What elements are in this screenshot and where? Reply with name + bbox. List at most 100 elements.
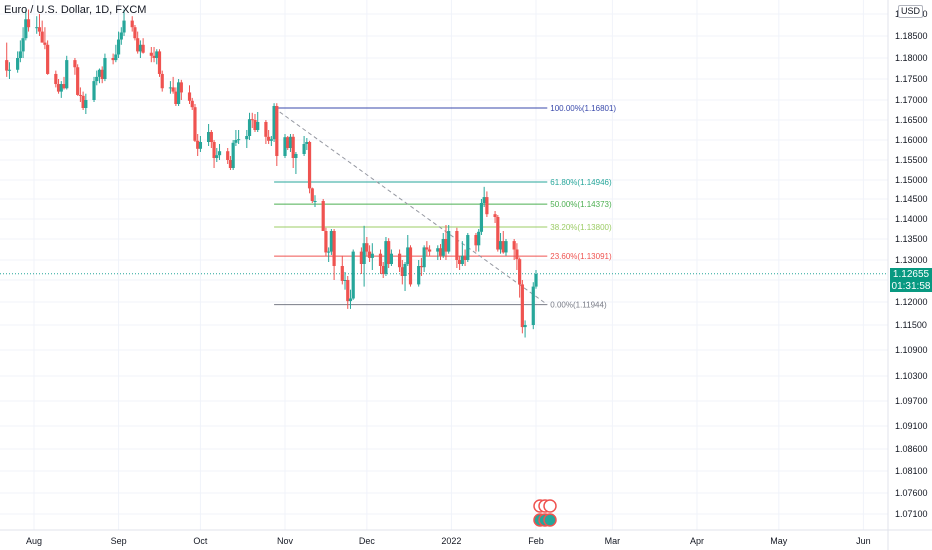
last-price-tag: 1.12655 01:31:58: [890, 268, 932, 292]
candle-body: [136, 38, 140, 52]
candle-body: [477, 231, 481, 246]
candle-body: [408, 247, 413, 285]
candle-body: [291, 136, 295, 158]
price-tick-label: 1.17500: [895, 74, 928, 84]
candle-body: [138, 44, 143, 52]
candle-body: [62, 84, 66, 89]
candle-body: [111, 58, 115, 61]
candle-body: [324, 231, 328, 253]
candle-body: [351, 251, 355, 299]
candle-body: [482, 197, 486, 203]
candle-body: [302, 144, 306, 154]
candle-body: [35, 27, 39, 29]
candle-body: [444, 239, 448, 252]
candle-body: [436, 248, 440, 252]
candle-body: [378, 253, 383, 266]
candle-body: [275, 106, 279, 156]
candle-body: [518, 259, 522, 285]
candle-body: [226, 151, 230, 160]
candle-body: [122, 20, 126, 33]
time-tick-label: 2022: [441, 536, 461, 546]
candle-body: [37, 27, 42, 32]
candle-body: [272, 106, 276, 140]
event-markers-icon[interactable]: [533, 499, 557, 527]
candle-body: [5, 60, 9, 71]
candle-body: [269, 139, 273, 141]
time-tick-label: Feb: [528, 536, 544, 546]
candle-body: [119, 32, 123, 40]
time-tick-label: Aug: [26, 536, 42, 546]
candle-body: [245, 136, 249, 140]
candle-body: [54, 73, 58, 85]
candle-body: [359, 251, 363, 264]
candle-body: [288, 136, 293, 148]
candle-body: [286, 137, 290, 148]
candle-body: [59, 84, 63, 92]
fibonacci-retracement[interactable]: 100.00%(1.16801) 61.80%(1.14946) 50.00%(1.…: [273, 104, 616, 310]
candle-body: [267, 136, 271, 141]
candle-body: [387, 241, 391, 264]
price-axis[interactable]: 1.190001.185001.180001.175001.170001.165…: [895, 9, 928, 519]
price-tick-label: 1.14500: [895, 194, 928, 204]
candle-body: [485, 197, 489, 215]
candle-body: [294, 154, 298, 158]
symbol-title[interactable]: Euro / U.S. Dollar, 1D, FXCM: [4, 4, 147, 16]
candle-body: [332, 231, 336, 266]
fib-level-label: 0.00%(1.11944): [550, 301, 607, 310]
candle-body: [114, 54, 118, 61]
candle-body: [348, 298, 353, 302]
candle-body: [264, 122, 268, 137]
candle-body: [501, 241, 505, 253]
candle-body: [523, 325, 527, 328]
candle-body: [422, 247, 426, 268]
time-tick-label: May: [770, 536, 788, 546]
candle-body: [187, 92, 192, 101]
candle-body: [247, 119, 252, 136]
candle-body: [463, 255, 467, 260]
candle-body: [103, 58, 107, 79]
candle-body: [515, 249, 519, 260]
price-tick-label: 1.10300: [895, 371, 928, 381]
candle-body: [512, 241, 516, 250]
candle-body: [441, 239, 445, 256]
price-tick-label: 1.11500: [895, 320, 927, 330]
candle-body: [179, 82, 183, 93]
candle-body: [384, 241, 388, 274]
candle-body: [305, 142, 309, 144]
candle-body: [340, 266, 344, 281]
candle-body: [73, 60, 77, 68]
candle-body: [419, 266, 424, 268]
price-tick-label: 1.08600: [895, 444, 928, 454]
candle-body: [329, 231, 333, 252]
candle-body: [496, 217, 500, 250]
candle-body: [7, 69, 12, 71]
candle-body: [531, 286, 535, 325]
price-tick-label: 1.13000: [895, 255, 928, 265]
candle-body: [381, 266, 385, 274]
candle-body: [425, 247, 429, 250]
price-tick-label: 1.16500: [895, 115, 928, 125]
candle-body: [168, 87, 173, 89]
candle-body: [46, 44, 50, 74]
price-tick-label: 1.13500: [895, 234, 928, 244]
candle-body: [417, 266, 421, 285]
time-axis[interactable]: Aug Sep Oct Nov Dec 2022 Feb Mar Apr May Jun: [26, 536, 871, 546]
candle-body: [160, 73, 164, 89]
candle-body: [97, 69, 102, 77]
candle-body: [321, 201, 325, 231]
currency-badge[interactable]: USD: [898, 5, 924, 18]
candle-body: [209, 132, 213, 142]
candle-body: [133, 27, 137, 39]
candle-body: [26, 19, 31, 28]
candle-body: [81, 95, 85, 108]
candle-body: [56, 84, 61, 92]
candle-body: [196, 140, 200, 149]
candle-body: [397, 253, 402, 268]
candle-body: [95, 76, 99, 82]
price-tick-label: 1.16000: [895, 135, 928, 145]
candle-body: [234, 140, 238, 143]
candle-body: [212, 142, 216, 158]
candle-body: [24, 19, 28, 39]
candle-body: [155, 51, 159, 58]
